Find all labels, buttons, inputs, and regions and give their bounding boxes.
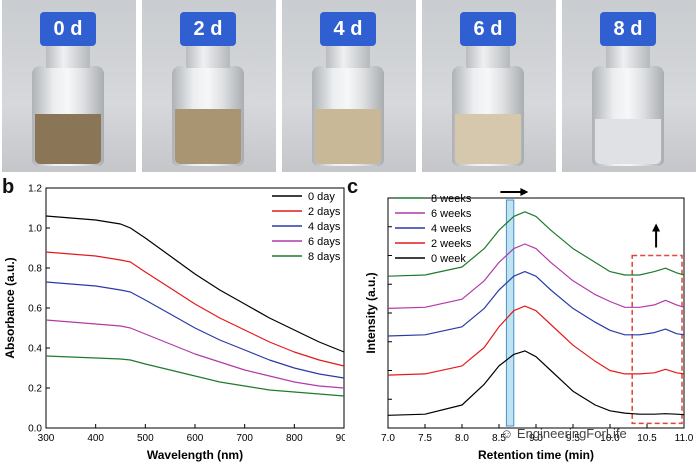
y-tick-label: 1.0	[28, 224, 42, 235]
vial-liquid	[595, 119, 661, 164]
highlight-box	[631, 254, 683, 425]
vial-neck	[46, 46, 90, 68]
legend-label: 6 weeks	[431, 208, 472, 220]
wechat-icon: ☺	[500, 426, 514, 441]
series-line-0	[45, 215, 345, 353]
x-tick-label: 9.0	[529, 433, 543, 444]
legend-label: 8 weeks	[431, 193, 472, 205]
legend-label: 2 days	[308, 206, 341, 218]
x-tick-label: 800	[286, 433, 303, 444]
legend-label: 4 weeks	[431, 223, 472, 235]
x-tick-label: 300	[38, 433, 55, 444]
x-tick-label: 700	[236, 433, 253, 444]
x-tick-label: 9.5	[566, 433, 580, 444]
vial-photo-4: 8 d	[562, 0, 696, 172]
highlight-band	[505, 199, 515, 427]
y-tick-label: 0.4	[28, 344, 42, 355]
x-tick-label: 8.0	[455, 433, 469, 444]
legend-label: 6 days	[308, 236, 341, 248]
rise-arrow-head	[652, 223, 661, 232]
x-axis-label: Retention time (min)	[478, 448, 594, 462]
series-line-1	[45, 251, 345, 367]
shift-arrow-head	[520, 188, 529, 196]
photo-panels: a 0 d2 d4 d6 d8 d	[0, 0, 698, 176]
vial-neck	[466, 46, 510, 68]
series-line-3	[45, 319, 345, 389]
panel-label-b: b	[2, 176, 15, 198]
x-tick-label: 8.5	[492, 433, 506, 444]
y-tick-label: 1.2	[28, 184, 42, 195]
y-tick-label: 0.2	[28, 384, 42, 395]
vial-liquid	[35, 114, 101, 164]
vial-photo-0: 0 d	[2, 0, 136, 172]
x-tick-label: 7.5	[418, 433, 432, 444]
y-tick-label: 0.0	[28, 424, 42, 435]
vial-neck	[606, 46, 650, 68]
gpc-chart: 7.0 7.5 8.0 8.5 9.0 9.5 10.0 10.5 11.0 Retention …	[364, 188, 694, 462]
x-axis-label: Wavelength (nm)	[147, 448, 243, 462]
vial-liquid	[315, 109, 381, 164]
vial-cap-label: 8 d	[600, 12, 656, 46]
x-tick-label: 900	[336, 433, 345, 444]
x-tick-label: 11.0	[675, 433, 694, 444]
y-axis-label: Intensity (a.u.)	[364, 272, 378, 353]
series-line-1	[387, 243, 685, 309]
vial-neck	[326, 46, 370, 68]
series-line-3	[387, 305, 685, 376]
vial-photo-2: 4 d	[282, 0, 416, 172]
vial-photo-1: 2 d	[142, 0, 276, 172]
series-line-4	[45, 355, 345, 397]
vial-cap-label: 2 d	[180, 12, 236, 46]
y-tick-label: 0.8	[28, 264, 42, 275]
vial-cap-label: 6 d	[460, 12, 516, 46]
legend-label: 0 week	[431, 253, 466, 265]
series-line-4	[387, 350, 685, 416]
series-line-2	[45, 281, 345, 379]
legend-label: 8 days	[308, 251, 341, 263]
series-line-2	[387, 271, 685, 337]
x-tick-label: 10.0	[600, 433, 620, 444]
vial-liquid	[455, 114, 521, 164]
panel-label-c: c	[347, 176, 359, 198]
vial-cap-label: 0 d	[40, 12, 96, 46]
legend-label: 2 weeks	[431, 238, 472, 250]
x-tick-label: 400	[87, 433, 104, 444]
vial-cap-label: 4 d	[320, 12, 376, 46]
x-tick-label: 500	[137, 433, 154, 444]
x-tick-label: 600	[187, 433, 204, 444]
legend-label: 0 day	[308, 191, 335, 203]
series-line-0	[387, 211, 685, 277]
watermark: ☺ EngineeringForLife	[500, 426, 627, 441]
absorbance-chart: 300 400 500 600 700 800 900 0.0 0.2 0.4 0.6 0.8 1.0 1…	[3, 184, 345, 463]
y-axis-label: Absorbance (a.u.)	[3, 257, 17, 358]
y-tick-label: 0.6	[28, 304, 42, 315]
watermark-text: EngineeringForLife	[516, 426, 627, 441]
vial-liquid	[175, 109, 241, 164]
x-tick-label: 7.0	[381, 433, 395, 444]
vial-neck	[186, 46, 230, 68]
vial-photo-3: 6 d	[422, 0, 556, 172]
x-tick-label: 10.5	[637, 433, 657, 444]
legend-label: 4 days	[308, 221, 341, 233]
